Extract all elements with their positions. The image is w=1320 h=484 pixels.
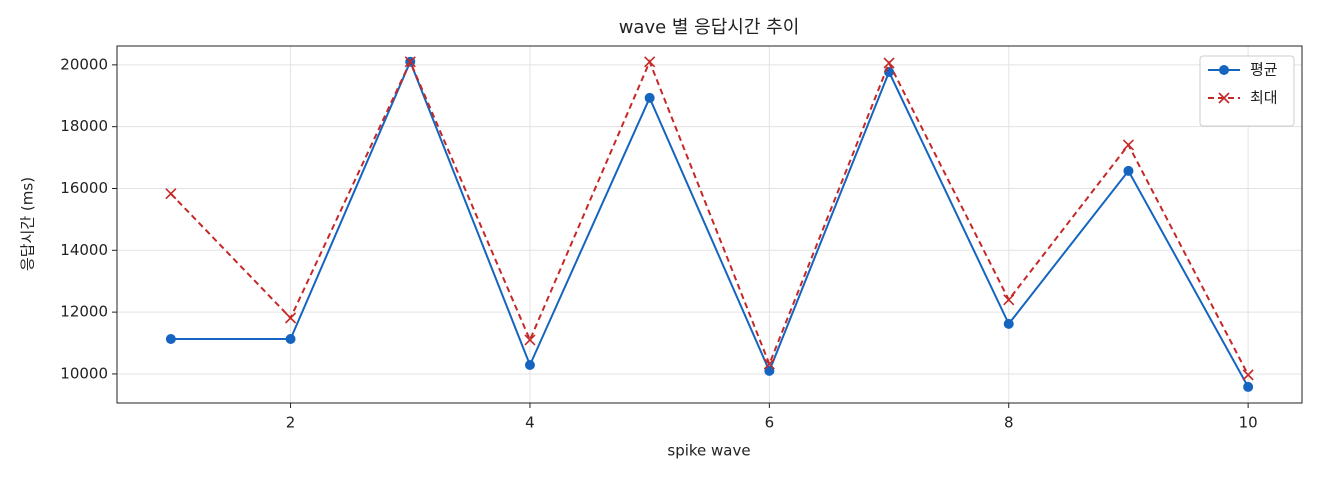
marker bbox=[883, 57, 895, 69]
plot-frame bbox=[116, 45, 1303, 404]
x-axis-label: spike wave bbox=[667, 442, 750, 460]
marker bbox=[1242, 369, 1254, 381]
marker bbox=[1123, 165, 1134, 176]
x-tick-label: 10 bbox=[1239, 414, 1258, 432]
marker bbox=[1003, 294, 1015, 306]
x-tick-label: 4 bbox=[525, 414, 535, 432]
y-tick-label: 16000 bbox=[60, 179, 108, 197]
marker bbox=[165, 334, 176, 345]
marker bbox=[524, 334, 536, 346]
marker bbox=[165, 188, 177, 200]
marker bbox=[763, 358, 775, 370]
y-tick-label: 14000 bbox=[60, 241, 108, 259]
legend-marker bbox=[1219, 65, 1229, 75]
marker bbox=[1243, 381, 1254, 392]
legend-box bbox=[1199, 55, 1295, 127]
series-line bbox=[170, 59, 1250, 388]
y-tick-label: 18000 bbox=[60, 117, 108, 135]
chart-title: wave 별 응답시간 추이 bbox=[619, 17, 800, 38]
x-tick-label: 6 bbox=[765, 414, 775, 432]
marker bbox=[284, 312, 297, 324]
legend-label: 최대 bbox=[1250, 89, 1278, 107]
marker bbox=[764, 365, 775, 376]
legend-marker bbox=[1218, 92, 1230, 104]
marker bbox=[285, 334, 296, 345]
marker bbox=[524, 359, 535, 370]
marker bbox=[644, 56, 656, 68]
x-tick-label: 8 bbox=[1004, 414, 1014, 432]
y-tick-label: 10000 bbox=[60, 364, 108, 382]
marker bbox=[644, 92, 655, 103]
y-axis-label: 응답시간 (ms) bbox=[19, 177, 37, 271]
marker bbox=[404, 56, 416, 68]
y-tick-label: 20000 bbox=[60, 55, 108, 73]
x-tick-label: 2 bbox=[286, 414, 296, 432]
marker bbox=[1003, 318, 1014, 329]
legend-label: 평균 bbox=[1250, 61, 1278, 79]
marker bbox=[1122, 139, 1135, 151]
series-line bbox=[170, 59, 1250, 376]
y-tick-label: 12000 bbox=[60, 303, 108, 321]
